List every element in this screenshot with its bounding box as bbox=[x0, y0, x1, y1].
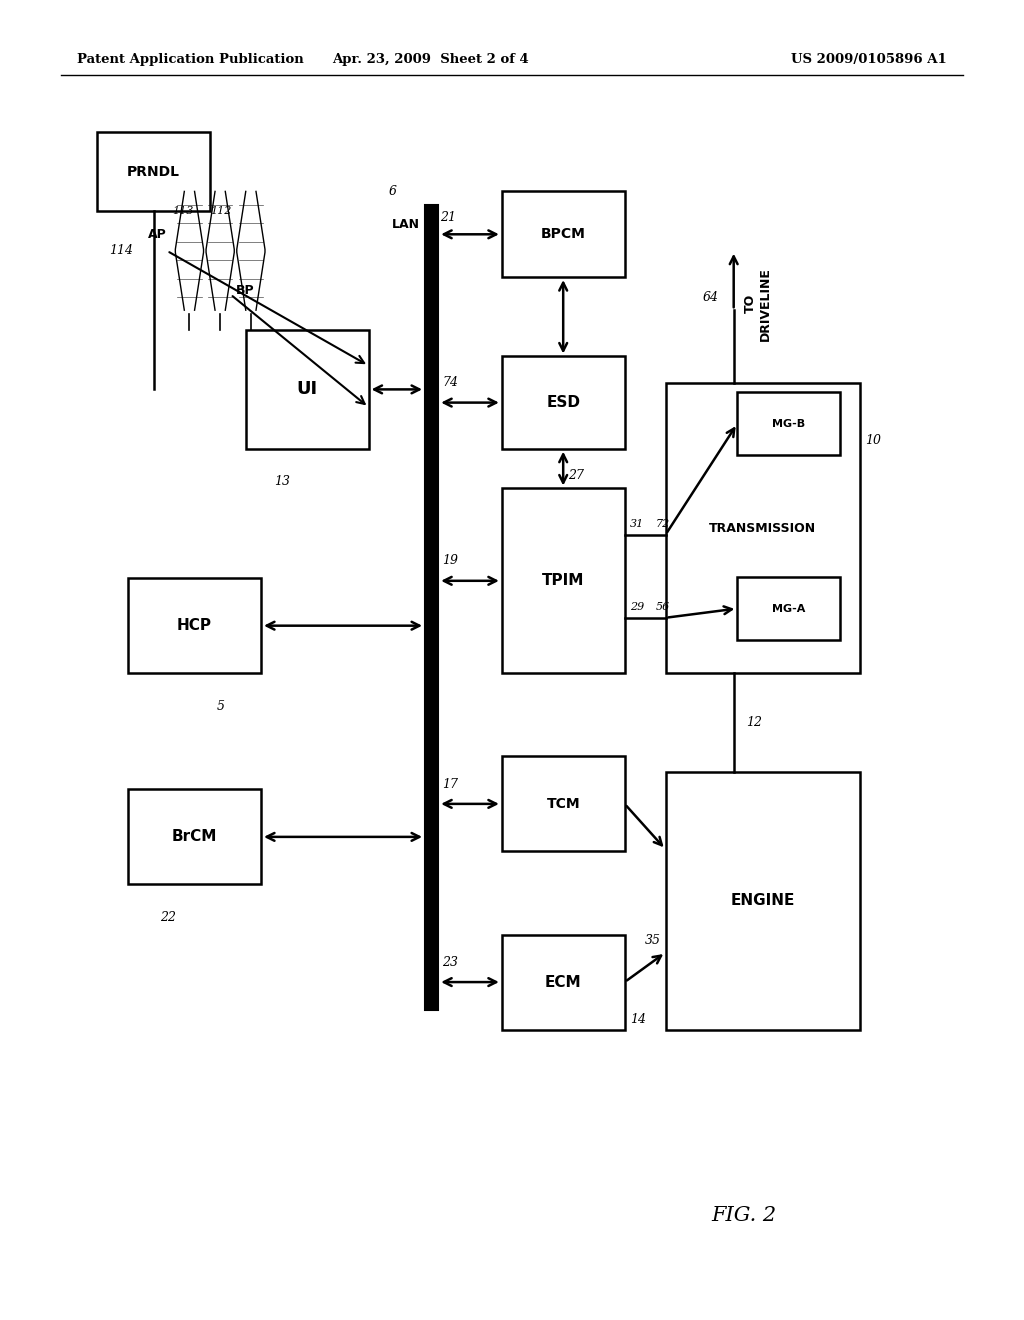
Text: 10: 10 bbox=[865, 434, 882, 447]
Bar bbox=[502, 488, 625, 673]
Text: PRNDL: PRNDL bbox=[127, 165, 180, 178]
Text: 29: 29 bbox=[630, 602, 644, 612]
Text: UI: UI bbox=[297, 380, 317, 399]
Bar bbox=[502, 191, 625, 277]
Text: 113: 113 bbox=[172, 206, 194, 216]
Text: 19: 19 bbox=[442, 554, 459, 568]
Bar bbox=[666, 383, 860, 673]
Text: ENGINE: ENGINE bbox=[731, 894, 795, 908]
Text: 23: 23 bbox=[442, 956, 459, 969]
Bar bbox=[128, 789, 261, 884]
Text: 35: 35 bbox=[645, 935, 662, 948]
Text: 12: 12 bbox=[745, 717, 762, 729]
Bar bbox=[502, 935, 625, 1030]
Text: 31: 31 bbox=[630, 519, 644, 529]
Text: US 2009/0105896 A1: US 2009/0105896 A1 bbox=[792, 53, 947, 66]
Text: 21: 21 bbox=[440, 211, 457, 224]
Text: 5: 5 bbox=[217, 700, 225, 713]
Text: 22: 22 bbox=[160, 911, 176, 924]
Text: 64: 64 bbox=[702, 290, 719, 304]
Text: 14: 14 bbox=[630, 1012, 646, 1026]
Text: 13: 13 bbox=[274, 475, 291, 488]
Text: ECM: ECM bbox=[545, 974, 582, 990]
Text: 72: 72 bbox=[655, 519, 670, 529]
Text: TCM: TCM bbox=[547, 797, 580, 810]
Bar bbox=[425, 205, 438, 1010]
Text: BPCM: BPCM bbox=[541, 227, 586, 242]
Text: 114: 114 bbox=[110, 244, 133, 257]
Text: BP: BP bbox=[236, 284, 254, 297]
Text: BrCM: BrCM bbox=[172, 829, 217, 845]
Text: ESD: ESD bbox=[546, 395, 581, 411]
Bar bbox=[502, 356, 625, 449]
Bar bbox=[666, 772, 860, 1030]
Bar bbox=[502, 756, 625, 851]
Text: Apr. 23, 2009  Sheet 2 of 4: Apr. 23, 2009 Sheet 2 of 4 bbox=[332, 53, 528, 66]
Text: LAN: LAN bbox=[392, 218, 420, 231]
Text: FIG. 2: FIG. 2 bbox=[712, 1206, 777, 1225]
Text: HCP: HCP bbox=[177, 618, 212, 634]
Text: MG-B: MG-B bbox=[772, 418, 805, 429]
Bar bbox=[128, 578, 261, 673]
Text: 17: 17 bbox=[442, 777, 459, 791]
Bar bbox=[737, 577, 840, 640]
Text: TO
DRIVELINE: TO DRIVELINE bbox=[743, 267, 772, 341]
Bar bbox=[246, 330, 369, 449]
Text: 112: 112 bbox=[210, 206, 231, 216]
Text: Patent Application Publication: Patent Application Publication bbox=[77, 53, 303, 66]
Text: 56: 56 bbox=[655, 602, 670, 612]
Text: TRANSMISSION: TRANSMISSION bbox=[710, 521, 816, 535]
Text: MG-A: MG-A bbox=[772, 603, 805, 614]
Text: 6: 6 bbox=[389, 185, 397, 198]
Text: TPIM: TPIM bbox=[542, 573, 585, 589]
Text: AP: AP bbox=[148, 228, 167, 242]
Text: 74: 74 bbox=[442, 376, 459, 389]
Bar bbox=[97, 132, 210, 211]
Bar bbox=[737, 392, 840, 455]
Text: 27: 27 bbox=[568, 469, 585, 482]
